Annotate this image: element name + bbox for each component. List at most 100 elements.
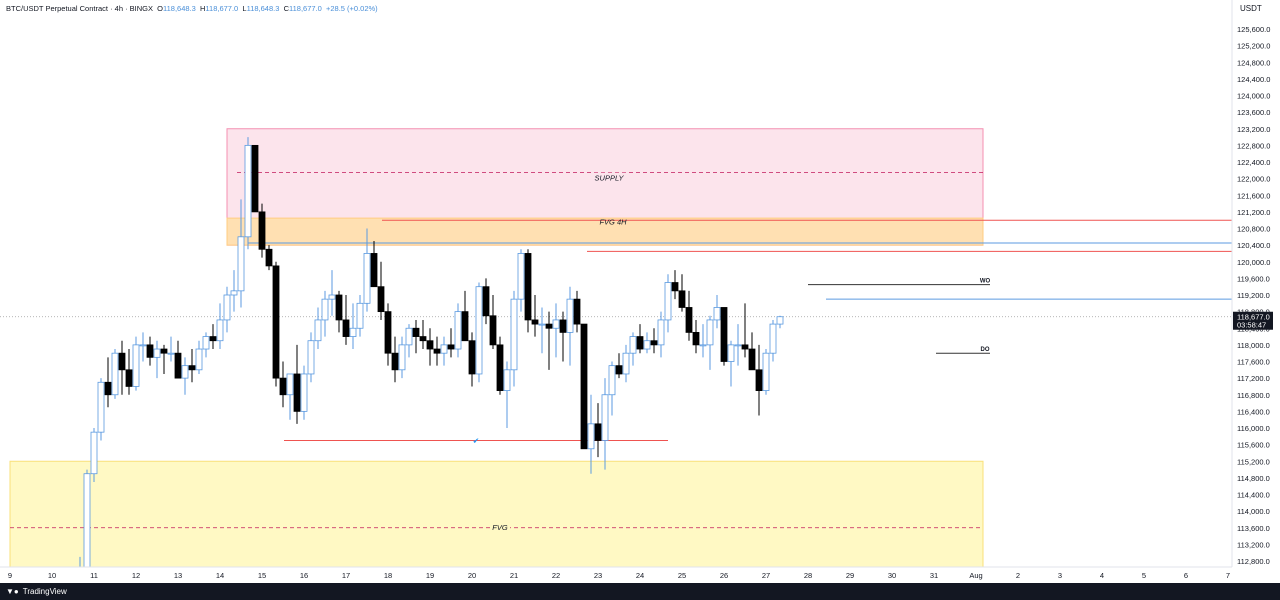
- candle[interactable]: [545, 311, 553, 370]
- candle[interactable]: [762, 349, 770, 395]
- price-axis[interactable]: 125,600.0 125,200.0 124,800.0 124,400.0 124,…: [1231, 0, 1280, 583]
- candle[interactable]: [181, 357, 189, 395]
- candle[interactable]: [566, 286, 574, 366]
- candle[interactable]: [139, 332, 147, 362]
- candle[interactable]: [412, 319, 420, 354]
- candle[interactable]: [447, 328, 455, 358]
- candle[interactable]: [601, 378, 609, 470]
- candle[interactable]: [293, 344, 301, 424]
- candle[interactable]: [580, 323, 588, 450]
- candle[interactable]: [300, 365, 308, 420]
- candle[interactable]: [335, 290, 343, 333]
- candle[interactable]: [188, 349, 196, 383]
- candle[interactable]: [286, 373, 294, 420]
- candle[interactable]: [685, 290, 693, 341]
- candle[interactable]: [237, 199, 245, 308]
- candle[interactable]: [265, 245, 273, 271]
- do-label[interactable]: DO: [981, 347, 990, 353]
- candle[interactable]: [90, 428, 98, 483]
- candle[interactable]: [636, 324, 644, 354]
- candle[interactable]: [664, 274, 672, 333]
- candle[interactable]: [741, 303, 749, 358]
- candle[interactable]: [608, 361, 616, 416]
- candle[interactable]: [111, 349, 119, 399]
- candle[interactable]: [426, 328, 434, 366]
- candle[interactable]: [538, 307, 546, 354]
- candle[interactable]: [146, 336, 154, 366]
- candle[interactable]: [244, 137, 252, 250]
- candles-layer[interactable]: [76, 137, 784, 595]
- candle[interactable]: [692, 319, 700, 354]
- candle[interactable]: [118, 340, 126, 395]
- candle[interactable]: [650, 328, 658, 354]
- candle[interactable]: [461, 290, 469, 342]
- candle[interactable]: [307, 332, 315, 383]
- current-price-tag[interactable]: [1233, 311, 1273, 330]
- candle[interactable]: [734, 324, 742, 366]
- candle[interactable]: [482, 278, 490, 325]
- candle[interactable]: [727, 340, 735, 387]
- candle[interactable]: [258, 203, 266, 258]
- candle[interactable]: [167, 336, 175, 362]
- candle[interactable]: [769, 319, 777, 362]
- candle[interactable]: [629, 332, 637, 366]
- brand-name[interactable]: TradingView: [22, 587, 67, 596]
- time-axis[interactable]: 9 10 11 12 13 14 15 16 17 18 19 20 21 22 23 24 25 26 27 28 2…: [0, 566, 1280, 583]
- candle[interactable]: [699, 324, 707, 358]
- candle[interactable]: [454, 303, 462, 358]
- candle[interactable]: [552, 303, 560, 358]
- fvg4h-label[interactable]: FVG 4H: [599, 217, 627, 226]
- candle[interactable]: [706, 315, 714, 370]
- candle[interactable]: [678, 274, 686, 312]
- candle[interactable]: [223, 286, 231, 333]
- candle[interactable]: [468, 332, 476, 387]
- candle[interactable]: [97, 378, 105, 441]
- candle[interactable]: [615, 353, 623, 379]
- zone-fvg[interactable]: [9, 460, 984, 568]
- candle[interactable]: [405, 324, 413, 358]
- candle[interactable]: [230, 270, 238, 312]
- supply-label[interactable]: SUPPLY: [595, 174, 625, 183]
- candle[interactable]: [216, 303, 224, 350]
- candle[interactable]: [594, 403, 602, 458]
- candle[interactable]: [531, 295, 539, 337]
- candle[interactable]: [328, 270, 336, 316]
- candle[interactable]: [104, 357, 112, 408]
- candle[interactable]: [748, 332, 756, 371]
- candle[interactable]: [503, 361, 511, 429]
- candle[interactable]: [321, 290, 329, 337]
- candle[interactable]: [776, 315, 784, 329]
- fvg-label[interactable]: FVG: [492, 523, 508, 532]
- check-icon[interactable]: ✔: [473, 436, 480, 445]
- candle[interactable]: [83, 469, 91, 582]
- candle[interactable]: [370, 240, 378, 288]
- candle[interactable]: [671, 270, 679, 300]
- candle[interactable]: [391, 336, 399, 383]
- candle[interactable]: [713, 295, 721, 329]
- candle[interactable]: [314, 307, 322, 350]
- candle[interactable]: [363, 228, 371, 312]
- candle[interactable]: [384, 303, 392, 366]
- candle[interactable]: [559, 311, 567, 362]
- candle[interactable]: [153, 340, 161, 379]
- candle[interactable]: [349, 303, 357, 350]
- candle[interactable]: [251, 144, 259, 213]
- candle[interactable]: [622, 344, 630, 383]
- candle[interactable]: [475, 282, 483, 383]
- candle[interactable]: [510, 290, 518, 387]
- candle[interactable]: [160, 344, 168, 374]
- candle[interactable]: [125, 349, 133, 395]
- candle[interactable]: [174, 340, 182, 379]
- candle[interactable]: [279, 361, 287, 408]
- candle[interactable]: [496, 336, 504, 395]
- candle[interactable]: [489, 295, 497, 350]
- candle[interactable]: [573, 290, 581, 333]
- candle[interactable]: [517, 249, 525, 312]
- candle[interactable]: [755, 344, 763, 416]
- candle[interactable]: [377, 261, 385, 320]
- candle[interactable]: [132, 336, 140, 391]
- candle[interactable]: [643, 332, 651, 354]
- candle[interactable]: [524, 249, 532, 333]
- candle[interactable]: [209, 324, 217, 350]
